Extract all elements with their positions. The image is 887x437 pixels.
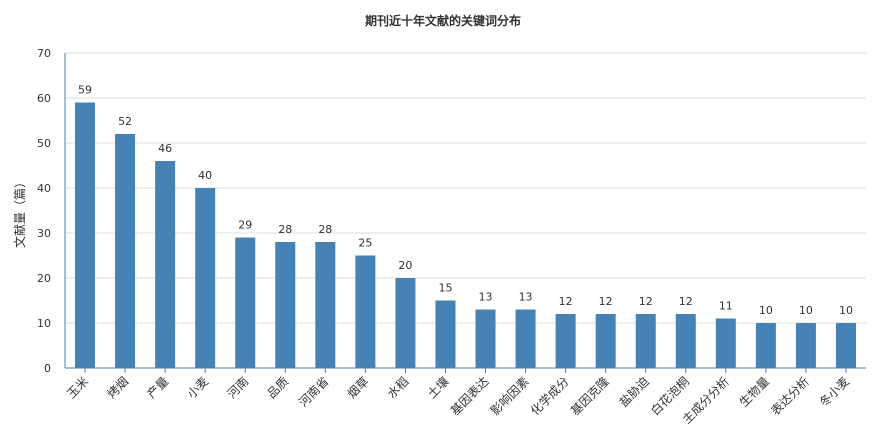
data-label: 12 bbox=[639, 295, 653, 308]
bar[interactable] bbox=[115, 134, 136, 368]
x-tick-label: 基因克隆 bbox=[567, 374, 612, 419]
data-label: 46 bbox=[158, 142, 172, 155]
x-tick-label: 影响因素 bbox=[487, 374, 532, 419]
y-tick-label: 20 bbox=[37, 272, 51, 285]
bar[interactable] bbox=[595, 314, 616, 368]
data-label: 28 bbox=[318, 223, 332, 236]
x-tick-label: 冬小麦 bbox=[816, 374, 852, 410]
bar[interactable] bbox=[155, 161, 176, 368]
bar[interactable] bbox=[235, 237, 256, 369]
data-label: 12 bbox=[559, 295, 573, 308]
grid-lines bbox=[65, 52, 866, 324]
bar[interactable] bbox=[355, 255, 376, 369]
y-tick-label: 40 bbox=[37, 182, 51, 195]
bar[interactable] bbox=[835, 323, 856, 368]
y-tick-label: 30 bbox=[37, 227, 51, 240]
bar[interactable] bbox=[555, 314, 576, 368]
data-label: 28 bbox=[278, 223, 292, 236]
bar[interactable] bbox=[755, 323, 776, 368]
x-tick-label: 河南 bbox=[224, 374, 252, 402]
bar[interactable] bbox=[515, 309, 536, 369]
data-label: 13 bbox=[519, 291, 533, 304]
data-label: 13 bbox=[479, 291, 493, 304]
data-label: 12 bbox=[679, 295, 693, 308]
x-tick-label: 水稻 bbox=[385, 374, 412, 401]
x-tick-label: 玉米 bbox=[64, 374, 91, 401]
y-tick-label: 60 bbox=[37, 92, 51, 105]
x-tick-label: 烟草 bbox=[345, 374, 372, 401]
bar[interactable] bbox=[195, 188, 216, 368]
bar[interactable] bbox=[395, 278, 416, 368]
bar[interactable] bbox=[475, 309, 496, 369]
y-tick-label: 50 bbox=[37, 137, 51, 150]
x-tick-label: 品质 bbox=[265, 374, 292, 401]
x-tick-label: 生物量 bbox=[737, 374, 772, 409]
x-tick-label: 基因表达 bbox=[448, 374, 492, 418]
bars bbox=[75, 102, 856, 369]
axes bbox=[64, 53, 866, 373]
x-tick-label: 河南省 bbox=[295, 374, 331, 410]
x-tick-label: 小麦 bbox=[184, 374, 211, 401]
y-tick-label: 0 bbox=[44, 362, 51, 375]
data-label: 12 bbox=[599, 295, 613, 308]
bar[interactable] bbox=[715, 318, 736, 369]
data-label: 59 bbox=[78, 84, 92, 97]
y-tick-label: 10 bbox=[37, 317, 51, 330]
y-tick-label: 70 bbox=[37, 47, 51, 60]
x-tick-label: 表达分析 bbox=[768, 374, 812, 418]
bar[interactable] bbox=[315, 242, 336, 368]
bar[interactable] bbox=[435, 300, 456, 369]
bar[interactable] bbox=[635, 314, 656, 368]
data-label: 15 bbox=[438, 282, 452, 295]
x-tick-label: 土壤 bbox=[424, 374, 452, 402]
data-label: 11 bbox=[719, 300, 733, 313]
x-tick-label: 盐胁迫 bbox=[616, 374, 652, 410]
data-label: 20 bbox=[398, 259, 412, 272]
bar[interactable] bbox=[675, 314, 696, 368]
data-label: 10 bbox=[799, 304, 813, 317]
y-axis-title: 文献量（篇） bbox=[12, 176, 27, 248]
bar[interactable] bbox=[795, 323, 816, 368]
bar[interactable] bbox=[75, 102, 96, 369]
x-tick-label: 化学成分 bbox=[527, 374, 572, 419]
data-label: 29 bbox=[238, 219, 252, 232]
data-label: 10 bbox=[839, 304, 853, 317]
data-label: 40 bbox=[198, 169, 212, 182]
x-tick-label: 烤烟 bbox=[104, 374, 132, 402]
data-label: 52 bbox=[118, 115, 132, 128]
x-tick-label: 产量 bbox=[144, 374, 171, 401]
data-label: 25 bbox=[358, 237, 372, 250]
chart-title: 期刊近十年文献的关键词分布 bbox=[365, 13, 521, 28]
bar[interactable] bbox=[275, 242, 296, 368]
data-label: 10 bbox=[759, 304, 773, 317]
